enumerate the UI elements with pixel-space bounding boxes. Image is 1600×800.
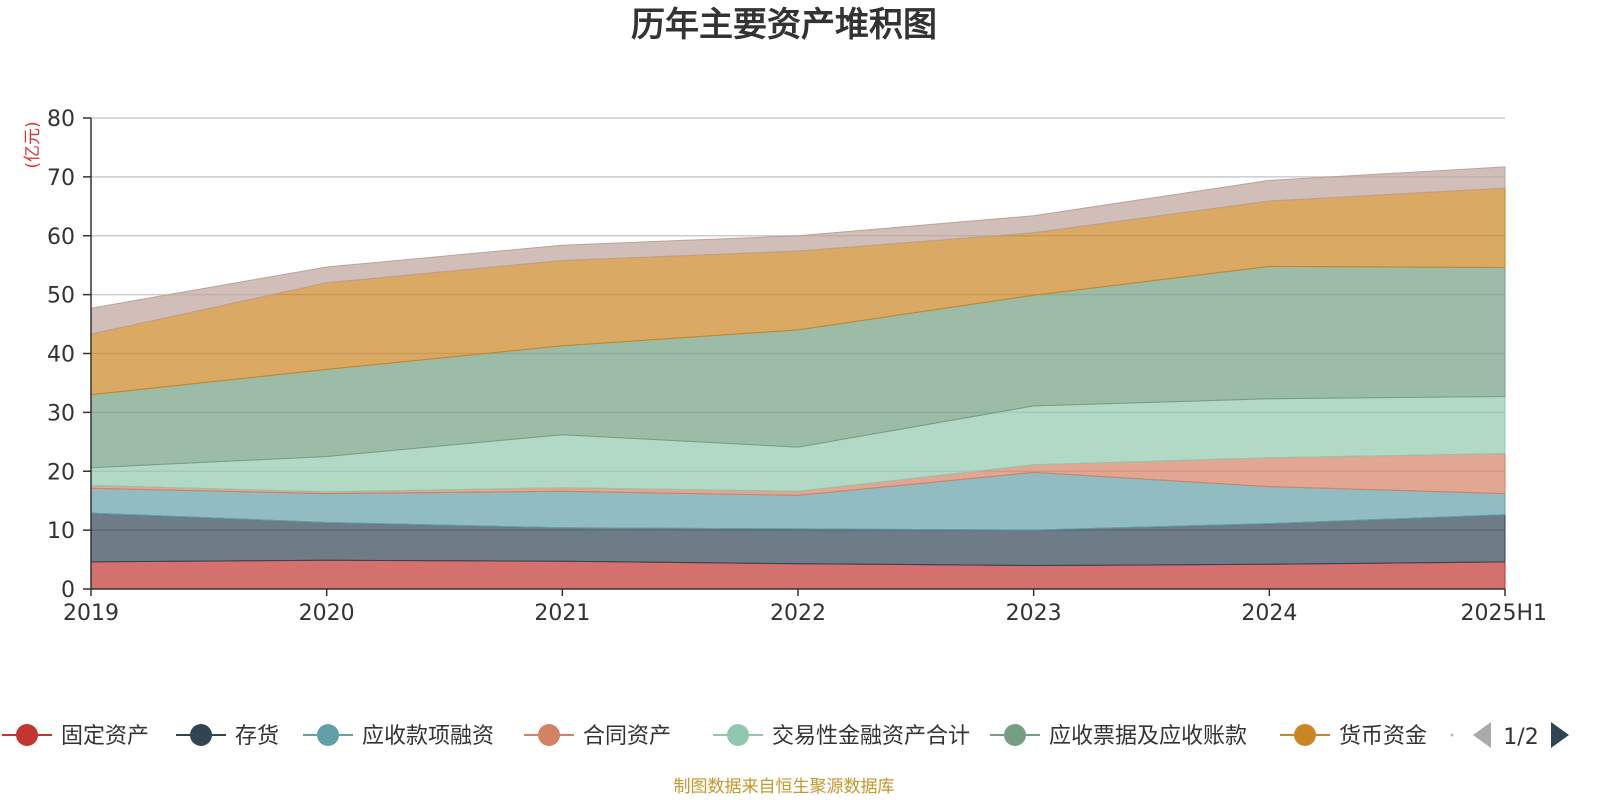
legend-marker-icon [1004, 724, 1026, 746]
legend-label: 固定资产 [61, 724, 149, 749]
x-tick-label: 2019 [63, 601, 119, 626]
x-tick-label: 2021 [534, 601, 590, 626]
legend-item[interactable]: 应收款项融资 [303, 724, 494, 749]
area-series [90, 166, 1506, 590]
legend-marker-icon [727, 724, 749, 746]
y-tick-label: 70 [47, 166, 75, 191]
legend-page-indicator: 1/2 [1503, 725, 1538, 750]
axes: 0 10 20 30 40 50 60 70 80 2019 2020 2021 2022 2023 202… [47, 107, 1547, 626]
legend-label: 应收票据及应收账款 [1049, 724, 1247, 749]
legend[interactable]: 固定资产 存货 应收款项融资 合同资产 交易性金融资产合计 应收票据及应收账款 货币资金 [2, 724, 1454, 749]
x-tick-label: 2025H1 [1460, 601, 1547, 626]
legend-item[interactable]: 应收票据及应收账款 [990, 724, 1247, 749]
legend-next-icon[interactable] [1551, 722, 1569, 748]
y-tick-label: 30 [47, 401, 75, 426]
x-tick-label: 2020 [299, 601, 355, 626]
legend-marker-icon [317, 724, 339, 746]
legend-marker-icon [1294, 724, 1316, 746]
y-tick-label: 60 [47, 225, 75, 250]
legend-item[interactable]: 存货 [176, 724, 279, 749]
legend-label: 交易性金融资产合计 [772, 724, 970, 749]
x-tick-label: 2024 [1241, 601, 1297, 626]
legend-label: 存货 [235, 724, 279, 749]
legend-marker-icon [190, 724, 212, 746]
legend-marker-icon [538, 724, 560, 746]
y-tick-label: 80 [47, 107, 75, 132]
x-tick-label: 2022 [770, 601, 826, 626]
x-tick-label: 2023 [1006, 601, 1062, 626]
y-tick-label: 20 [47, 460, 75, 485]
y-tick-label: 10 [47, 519, 75, 544]
y-tick-label: 40 [47, 343, 75, 368]
y-tick-label: 0 [61, 578, 75, 603]
legend-item[interactable]: 合同资产 [524, 724, 671, 749]
legend-item[interactable]: 交易性金融资产合计 [713, 724, 970, 749]
legend-prev-icon[interactable] [1473, 722, 1491, 748]
legend-label: 合同资产 [583, 724, 671, 749]
legend-item[interactable]: 固定资产 [2, 724, 149, 749]
legend-overflow-dot [1450, 733, 1454, 737]
y-tick-label: 50 [47, 284, 75, 309]
data-source-note: 制图数据来自恒生聚源数据库 [674, 777, 895, 797]
chart-title: 历年主要资产堆积图 [631, 5, 937, 45]
legend-pager: 1/2 [1473, 722, 1569, 750]
legend-label: 应收款项融资 [362, 724, 494, 749]
area-series-8 [90, 166, 1506, 335]
legend-marker-icon [16, 724, 38, 746]
legend-item[interactable]: 货币资金 [1280, 724, 1427, 749]
y-axis-unit: (亿元) [23, 121, 43, 168]
legend-label: 货币资金 [1339, 724, 1427, 749]
